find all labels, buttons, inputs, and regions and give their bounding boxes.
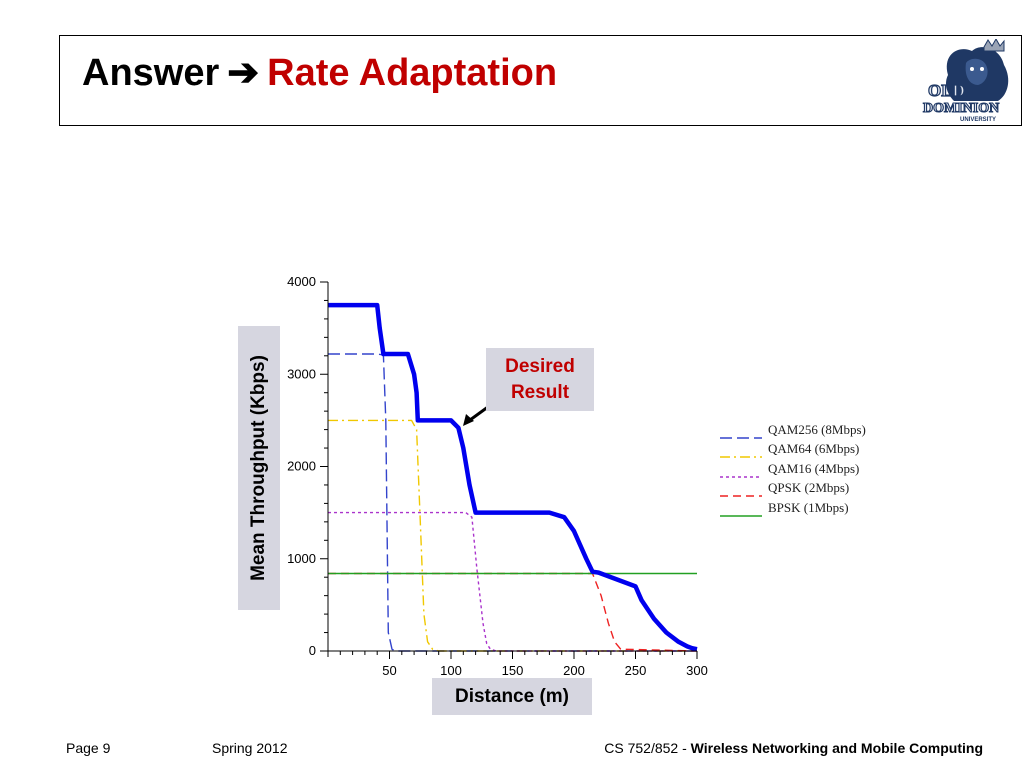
footer-term: Spring 2012: [212, 740, 288, 756]
logo-line3: UNIVERSITY: [960, 117, 996, 123]
callout-line1: Desired: [505, 355, 575, 377]
y-tick-label: 0: [309, 643, 316, 658]
legend-swatch: [720, 506, 762, 517]
footer-page-number: Page 9: [66, 740, 111, 756]
y-axis-label: Mean Throughput (Kbps): [248, 355, 269, 581]
y-axis-label-box: Mean Throughput (Kbps): [238, 326, 280, 610]
legend-swatch: [720, 428, 762, 439]
legend-label: BPSK (1Mbps): [768, 499, 849, 515]
footer-course: CS 752/852 - Wireless Networking and Mob…: [604, 740, 983, 756]
logo-line2: DOMINION: [923, 101, 999, 116]
x-tick-label: 250: [625, 663, 647, 678]
callout-line2: Result: [510, 381, 570, 403]
slide-title: Answer ➔ Rate Adaptation: [82, 50, 557, 96]
legend-swatch: [720, 467, 762, 478]
x-axis-label: Distance (m): [454, 685, 570, 707]
legend-item: QAM64 (6Mbps): [720, 440, 920, 460]
x-tick-label: 100: [440, 663, 462, 678]
university-logo: OLD DOMINION UNIVERSITY: [922, 39, 1009, 123]
x-tick-label: 50: [382, 663, 396, 678]
y-tick-label: 1000: [287, 551, 316, 566]
y-tick-label: 4000: [287, 274, 316, 289]
axis-layer: 0 1000 2000 3000 4000 50 100 150 200 250 300: [287, 274, 708, 678]
chart-legend: QAM256 (8Mbps) QAM64 (6Mbps) QAM16 (4Mbp…: [720, 420, 920, 518]
series-layer: [328, 302, 698, 652]
series-line: [328, 419, 697, 652]
legend-label: QAM64 (6Mbps): [768, 441, 860, 457]
footer-course-code: CS 752/852 -: [604, 740, 691, 756]
legend-swatch: [720, 447, 762, 458]
x-tick-label: 150: [502, 663, 524, 678]
legend-item: QAM16 (4Mbps): [720, 459, 920, 479]
rate-adaptation-line: [328, 302, 698, 652]
legend-swatch: [720, 486, 762, 497]
lion-mascot-icon: [946, 39, 1009, 101]
x-tick-label: 200: [563, 663, 585, 678]
series-line: [328, 511, 697, 652]
logo-line1: OLD: [928, 81, 965, 100]
x-axis-label-box: Distance (m): [432, 678, 592, 715]
footer-course-title: Wireless Networking and Mobile Computing: [690, 740, 983, 756]
title-prefix: Answer: [82, 52, 220, 94]
desired-result-callout: Desired Result: [486, 348, 594, 411]
legend-item: BPSK (1Mbps): [720, 498, 920, 518]
arrow-right-icon: ➔: [227, 52, 260, 94]
legend-label: QAM16 (4Mbps): [768, 460, 860, 476]
y-tick-label: 2000: [287, 459, 316, 474]
title-box: Answer ➔ Rate Adaptation OLD DOMINION UNIV…: [59, 35, 1022, 126]
y-tick-label: 3000: [287, 366, 316, 381]
legend-item: QAM256 (8Mbps): [720, 420, 920, 440]
legend-label: QPSK (2Mbps): [768, 480, 850, 496]
series-line: [328, 353, 697, 652]
legend-label: QAM256 (8Mbps): [768, 421, 866, 437]
title-highlight: Rate Adaptation: [267, 52, 558, 94]
x-tick-label: 300: [686, 663, 708, 678]
callout-arrowhead: [463, 414, 474, 426]
series-line: [328, 572, 698, 652]
legend-item: QPSK (2Mbps): [720, 479, 920, 499]
